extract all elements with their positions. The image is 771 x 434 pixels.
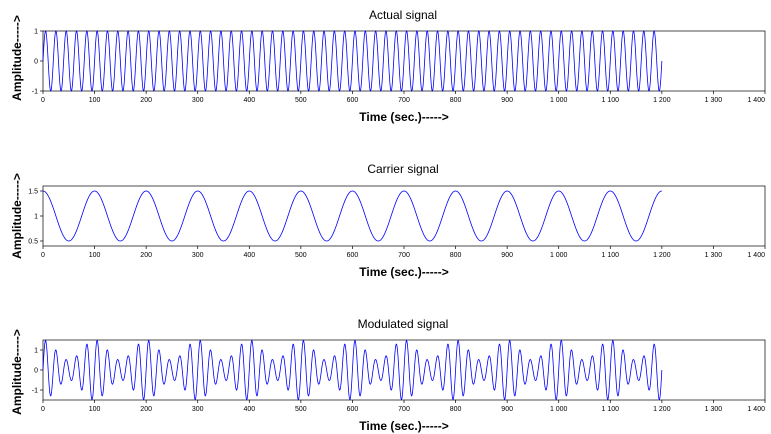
x-tick-label: 1 200 bbox=[653, 406, 671, 413]
x-tick-label: 1 100 bbox=[602, 406, 620, 413]
x-tick-label: 1 300 bbox=[705, 97, 723, 104]
series-line bbox=[42, 30, 663, 92]
x-tick-label: 800 bbox=[450, 97, 462, 104]
x-axis-label: Time (sec.)-----> bbox=[359, 265, 448, 279]
y-tick-label: 0 bbox=[34, 368, 38, 375]
x-tick-label: 600 bbox=[347, 406, 359, 413]
x-tick-label: 200 bbox=[140, 406, 152, 413]
x-tick-label: 1 100 bbox=[602, 97, 620, 104]
x-tick-label: 300 bbox=[192, 406, 204, 413]
x-tick-label: 1 400 bbox=[747, 252, 765, 259]
x-tick-label: 1 400 bbox=[747, 97, 765, 104]
y-axis-label: Amplitude-----> bbox=[10, 15, 24, 101]
series-line bbox=[42, 339, 663, 401]
y-tick-label: 1.5 bbox=[28, 189, 38, 196]
x-ticks: 0 100 200 300 400 500 600 700 800 900 1 000 1 100 1 … bbox=[41, 246, 766, 259]
x-tick-label: 700 bbox=[398, 406, 410, 413]
x-tick-label: 700 bbox=[398, 252, 410, 259]
x-tick-label: 1 000 bbox=[550, 252, 568, 259]
y-tick-label: -1 bbox=[32, 89, 38, 96]
x-tick-label: 100 bbox=[89, 97, 101, 104]
chart-title: Actual signal bbox=[369, 8, 437, 22]
y-axis-label: Amplitude-----> bbox=[10, 329, 24, 415]
x-tick-label: 500 bbox=[295, 252, 307, 259]
x-axis-label: Time (sec.)-----> bbox=[359, 419, 448, 433]
x-tick-label: 1 100 bbox=[602, 252, 620, 259]
y-ticks: -1 0 1 bbox=[32, 29, 43, 96]
x-tick-label: 600 bbox=[347, 97, 359, 104]
x-tick-label: 1 300 bbox=[705, 252, 723, 259]
x-tick-label: 300 bbox=[192, 97, 204, 104]
panel-actual-signal: Actual signal 0 100 200 300 400 500 600 700 800 9… bbox=[10, 8, 766, 124]
x-tick-label: 400 bbox=[243, 97, 255, 104]
x-tick-label: 300 bbox=[192, 252, 204, 259]
x-tick-label: 100 bbox=[89, 252, 101, 259]
x-tick-label: 500 bbox=[295, 97, 307, 104]
x-tick-label: 200 bbox=[140, 97, 152, 104]
x-tick-label: 1 300 bbox=[705, 406, 723, 413]
x-axis-label: Time (sec.)-----> bbox=[359, 110, 448, 124]
x-tick-label: 200 bbox=[140, 252, 152, 259]
x-tick-label: 1 200 bbox=[653, 252, 671, 259]
x-tick-label: 0 bbox=[41, 97, 45, 104]
x-tick-label: 800 bbox=[450, 252, 462, 259]
panel-carrier-signal: Carrier signal 0 100 200 300 400 500 600 700 800… bbox=[10, 162, 766, 279]
chart-title: Modulated signal bbox=[358, 317, 449, 331]
x-ticks: 0 100 200 300 400 500 600 700 800 900 1 000 1 100 1 … bbox=[41, 400, 766, 413]
x-tick-label: 900 bbox=[501, 97, 513, 104]
y-tick-label: 0.5 bbox=[28, 239, 38, 246]
x-tick-label: 0 bbox=[41, 252, 45, 259]
y-tick-label: 1 bbox=[34, 348, 38, 355]
y-ticks: 0.5 1 1.5 bbox=[28, 189, 43, 246]
x-tick-label: 1 000 bbox=[550, 406, 568, 413]
x-tick-label: 0 bbox=[41, 406, 45, 413]
chart-title: Carrier signal bbox=[367, 162, 438, 176]
y-ticks: -1 0 1 bbox=[32, 348, 43, 395]
x-tick-label: 900 bbox=[501, 252, 513, 259]
x-tick-label: 900 bbox=[501, 406, 513, 413]
x-tick-label: 800 bbox=[450, 406, 462, 413]
series-line bbox=[42, 190, 662, 242]
x-tick-label: 600 bbox=[347, 252, 359, 259]
x-tick-label: 1 200 bbox=[653, 97, 671, 104]
x-tick-label: 1 000 bbox=[550, 97, 568, 104]
x-tick-label: 700 bbox=[398, 97, 410, 104]
y-tick-label: 1 bbox=[34, 214, 38, 221]
y-tick-label: 1 bbox=[34, 29, 38, 36]
y-tick-label: 0 bbox=[34, 59, 38, 66]
x-tick-label: 1 400 bbox=[747, 406, 765, 413]
x-tick-label: 400 bbox=[243, 252, 255, 259]
panel-modulated-signal: Modulated signal 0 100 200 300 400 500 600 700 8… bbox=[10, 317, 766, 433]
y-axis-label: Amplitude-----> bbox=[10, 173, 24, 259]
x-tick-label: 400 bbox=[243, 406, 255, 413]
x-ticks: 0 100 200 300 400 500 600 700 800 900 1 000 1 100 1 … bbox=[41, 91, 766, 104]
x-tick-label: 100 bbox=[89, 406, 101, 413]
x-tick-label: 500 bbox=[295, 406, 307, 413]
y-tick-label: -1 bbox=[32, 388, 38, 395]
